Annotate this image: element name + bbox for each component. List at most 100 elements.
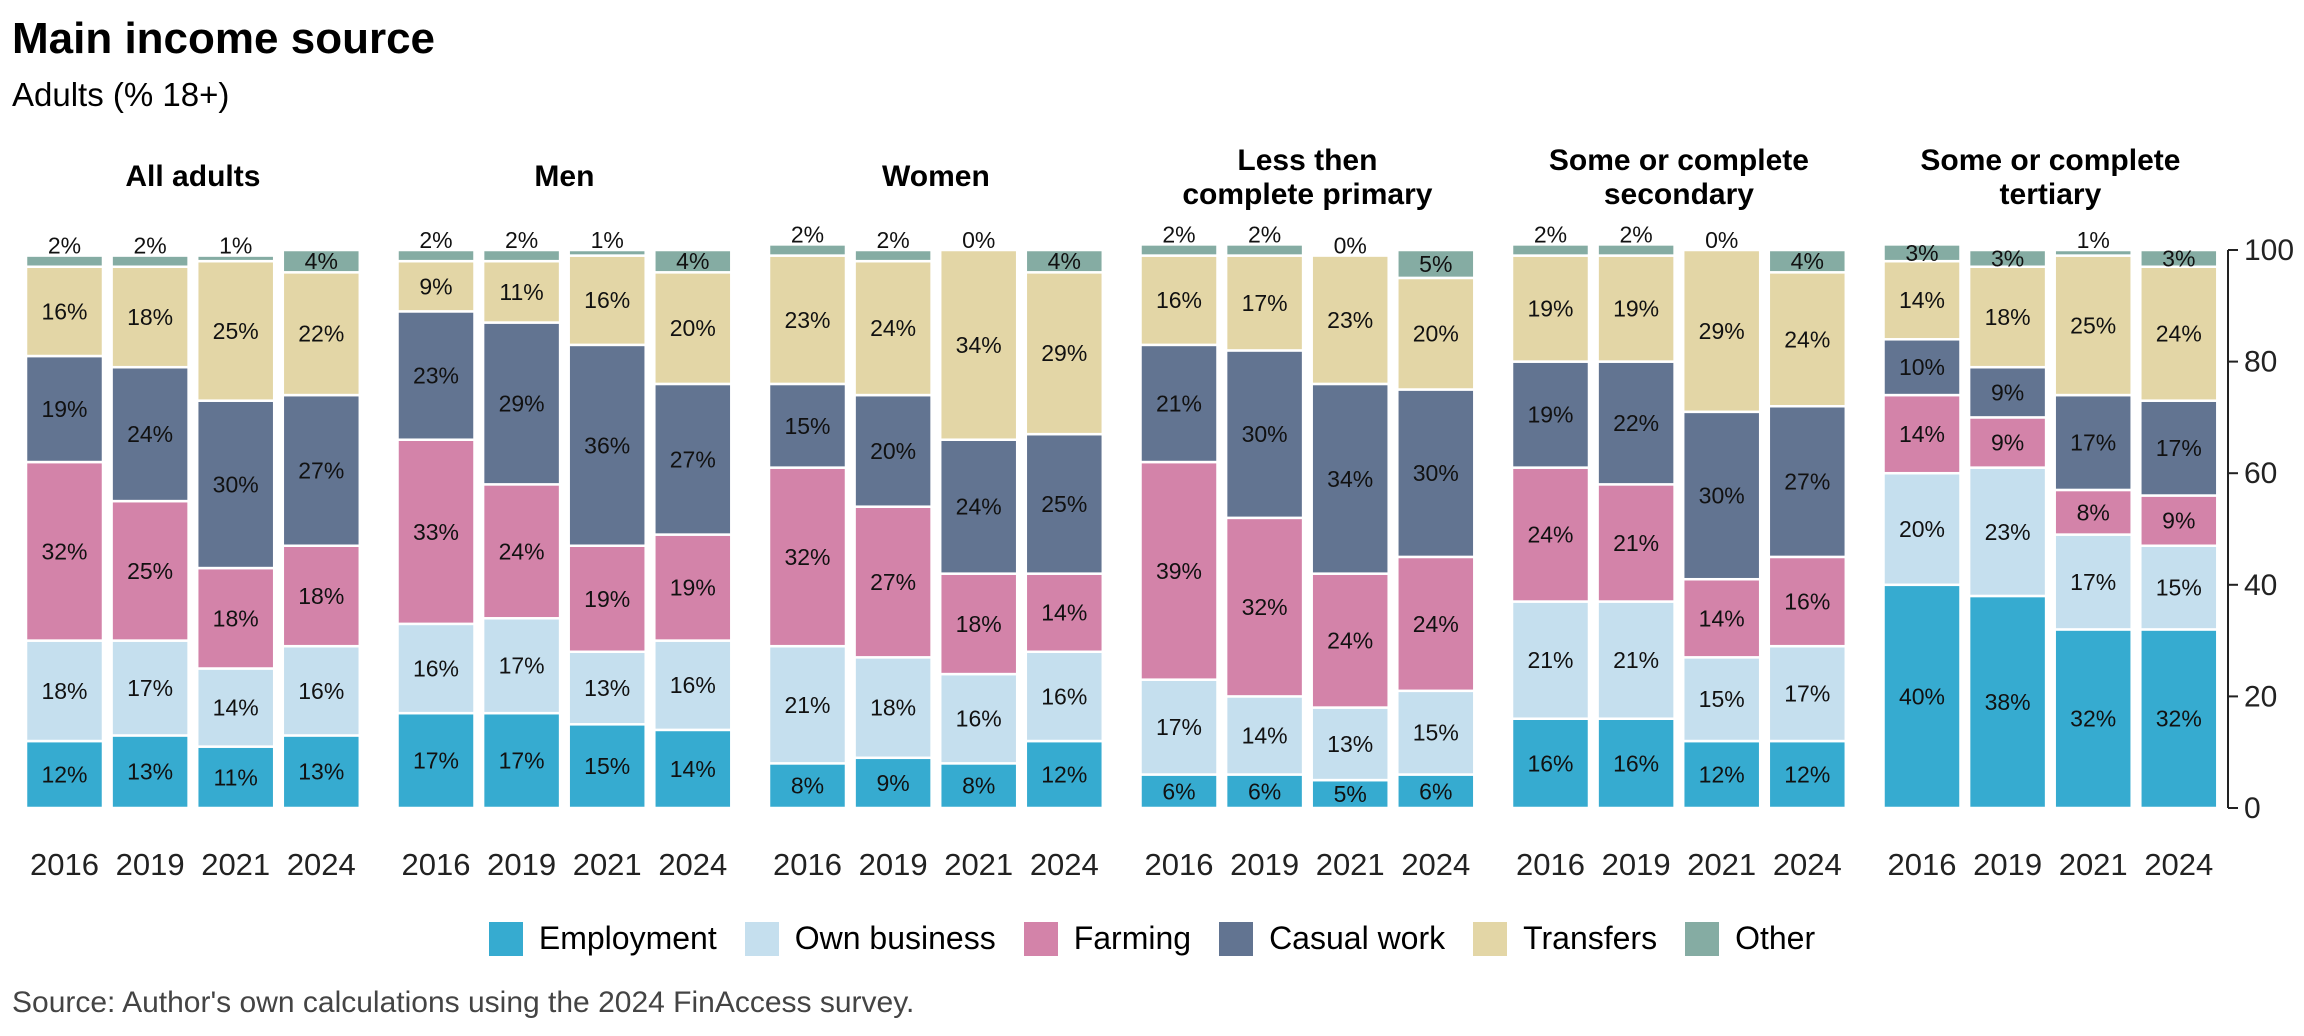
data-label: 15% [784,413,830,439]
bar-segment [1681,577,1762,659]
data-label: 27% [1784,469,1830,495]
bar-segment [653,639,733,732]
panel-title: Less then complete primary [1182,144,1432,211]
bar-segment [853,393,933,508]
data-label: 24% [870,315,916,341]
bar-segment [1967,466,2048,598]
data-label: 33% [413,519,459,545]
data-label: 21% [784,692,830,718]
bar-segment [1510,243,1591,257]
data-label: 5% [1419,251,1452,277]
data-label: 12% [1699,762,1745,788]
panel-title: Men [534,160,594,193]
bar-segment [1967,594,2048,810]
data-label: 30% [213,471,259,497]
bar-segment [1882,243,1962,263]
data-label: 16% [956,706,1002,732]
bar-segment [853,248,933,263]
bar-segment [1967,248,2048,268]
x-tick-label: 2024 [1773,847,1842,882]
panel-title: Some or complete tertiary [1920,144,2180,211]
data-label: 16% [1527,750,1573,776]
data-label: 12% [41,762,87,788]
data-label: 19% [1527,402,1573,428]
x-tick-label: 2021 [944,847,1013,882]
bar-segment [195,667,276,748]
data-label: 36% [584,432,630,458]
bar-segment [767,382,848,469]
data-label: 13% [127,759,173,785]
data-label: 19% [584,586,630,612]
bar-segment [1224,516,1305,698]
data-label: 13% [1327,731,1373,757]
bar-segment [1310,254,1390,386]
data-label: 21% [1156,390,1202,416]
x-tick-label: 2021 [573,847,642,882]
bar-segment [2053,488,2133,536]
bar-segment [481,711,562,810]
x-tick-label: 2019 [859,847,928,882]
data-label: 21% [1613,530,1659,556]
bar-segment [2139,628,2219,810]
legend-item: Employment [488,920,717,957]
data-label: 3% [2162,245,2195,271]
bar-segment [110,499,190,642]
data-label: 18% [127,304,173,330]
data-label: 21% [1613,647,1659,673]
bar-segment [281,248,362,274]
bar-segment [1882,471,1962,587]
data-label: 11% [214,764,258,790]
bar-segment [938,672,1019,765]
data-label: 23% [1327,307,1373,333]
bar-segment [653,271,733,386]
data-label: 2% [1248,221,1281,247]
bar-segment [1224,695,1305,776]
bar-segment [281,393,362,547]
bar-segment [1310,382,1390,575]
data-label: 19% [41,396,87,422]
bar-segment [1139,343,1219,464]
bar-segment [1967,416,2048,469]
bar-segment [1024,432,1105,575]
data-label: 20% [1899,516,1945,542]
legend-swatch [1473,921,1508,956]
bar-segment [1681,739,1762,810]
data-label: 16% [1784,589,1830,615]
bar-segment [1767,404,1848,559]
bar-segment [1882,259,1962,341]
data-label: 15% [2156,575,2202,601]
x-tick-label: 2016 [30,847,99,882]
data-label: 18% [41,678,87,704]
bar-segment [281,544,362,648]
data-label: 40% [1899,683,1945,709]
chart-plot-area: All adults 12% 18% 32% 19% 16% 2% 2016 13% 17% 25%… [24,144,2294,882]
bar-segment [1967,265,2048,369]
bar-segment [1681,656,1762,743]
bar-segment [767,254,848,386]
x-tick-label: 2016 [1888,847,1957,882]
legend-swatch [1685,921,1720,956]
data-label: 16% [41,298,87,324]
legend-label: Transfers [1523,920,1658,956]
data-label: 16% [1613,750,1659,776]
legend-item: Casual work [1219,920,1445,957]
data-label: 25% [213,318,259,344]
bar-segment [1596,483,1676,603]
y-tick-label: 100 [2244,234,2294,267]
bar-segment [1882,338,1962,397]
data-label: 23% [1985,519,2031,545]
x-tick-label: 2019 [1973,847,2042,882]
source-note: Source: Author's own calculations using … [12,986,915,1019]
data-label: 0% [1334,233,1367,259]
y-tick-label: 40 [2244,569,2277,602]
bar-segment [1510,360,1591,469]
bar-segment [1396,689,1476,776]
data-label: 16% [1156,287,1202,313]
data-label: 4% [676,248,709,274]
bar-segment [1139,254,1219,347]
bar-segment [24,460,105,642]
bar-segment [1596,600,1676,720]
data-label: 8% [2077,499,2110,525]
x-tick-label: 2021 [1687,847,1756,882]
bar-segment [1396,555,1476,693]
